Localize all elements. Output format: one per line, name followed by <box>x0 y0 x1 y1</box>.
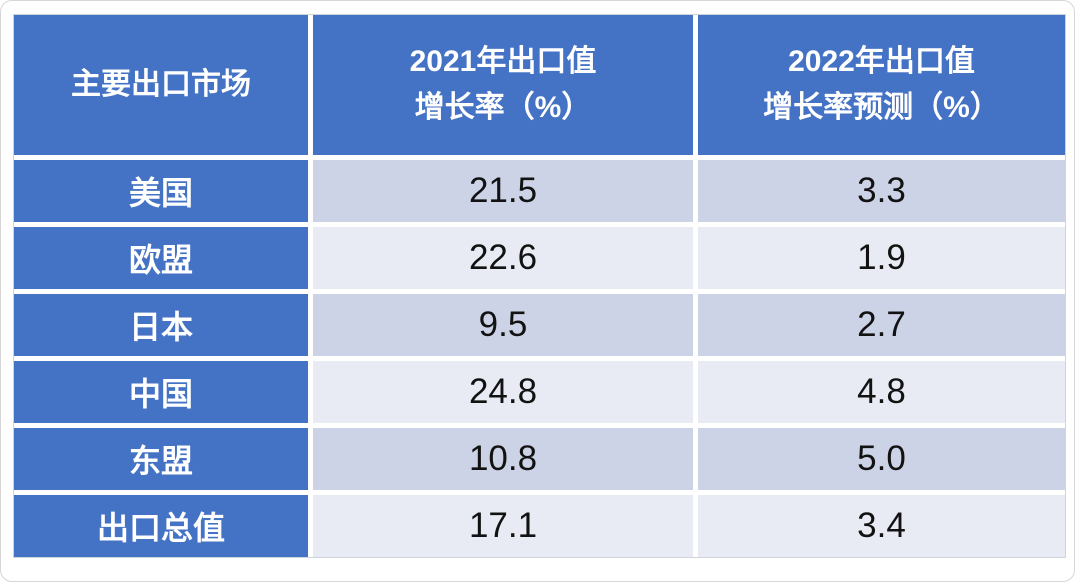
row-label-total-exports: 出口总值 <box>14 495 308 557</box>
value-2022-total: 3.4 <box>698 495 1065 557</box>
value-text: 3.3 <box>857 171 906 210</box>
row-label-usa: 美国 <box>14 160 308 222</box>
value-2021-usa: 21.5 <box>313 160 693 222</box>
value-2022-china: 4.8 <box>698 361 1065 423</box>
market-name: 中国 <box>128 376 193 412</box>
row-label-japan: 日本 <box>14 294 308 356</box>
value-text: 10.8 <box>468 439 538 478</box>
value-2022-japan: 2.7 <box>698 294 1065 356</box>
row-label-asean: 东盟 <box>14 428 308 490</box>
value-2021-china: 24.8 <box>313 361 693 423</box>
market-name: 欧盟 <box>128 242 193 278</box>
header-label: 2022年出口值 增长率预测（%） <box>763 44 1000 125</box>
value-text: 3.4 <box>857 506 906 545</box>
value-2021-eu: 22.6 <box>313 227 693 289</box>
value-text: 5.0 <box>857 439 906 478</box>
value-text: 21.5 <box>468 171 538 210</box>
market-name: 美国 <box>128 175 193 211</box>
row-label-china: 中国 <box>14 361 308 423</box>
value-2021-japan: 9.5 <box>313 294 693 356</box>
row-label-eu: 欧盟 <box>14 227 308 289</box>
header-main-export-markets: 主要出口市场 <box>14 15 308 155</box>
value-text: 9.5 <box>478 305 528 344</box>
header-2022-forecast: 2022年出口值 增长率预测（%） <box>698 15 1065 155</box>
market-name: 东盟 <box>128 443 193 479</box>
header-2021-growth: 2021年出口值 增长率（%） <box>313 15 693 155</box>
value-2021-asean: 10.8 <box>313 428 693 490</box>
value-text: 2.7 <box>857 305 906 344</box>
export-growth-table: 主要出口市场 2021年出口值 增长率（%） 2022年出口值 增长率预测（%）… <box>14 15 1065 557</box>
value-text: 17.1 <box>468 506 538 545</box>
value-text: 4.8 <box>857 372 906 411</box>
value-2022-usa: 3.3 <box>698 160 1065 222</box>
value-2022-eu: 1.9 <box>698 227 1065 289</box>
value-text: 22.6 <box>468 238 538 277</box>
header-label: 主要出口市场 <box>71 67 251 101</box>
value-2021-total: 17.1 <box>313 495 693 557</box>
header-label: 2021年出口值 增长率（%） <box>409 44 597 125</box>
market-name: 日本 <box>128 309 193 345</box>
value-text: 1.9 <box>857 238 906 277</box>
value-text: 24.8 <box>468 372 538 411</box>
value-2022-asean: 5.0 <box>698 428 1065 490</box>
market-name: 出口总值 <box>96 510 225 546</box>
